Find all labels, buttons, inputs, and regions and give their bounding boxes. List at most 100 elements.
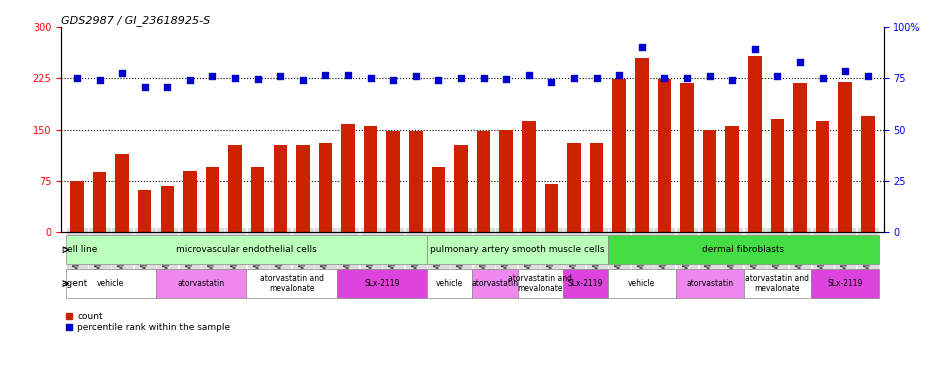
Bar (431, 167, 446, 232)
Bar (563, 269, 608, 298)
Bar (608, 235, 879, 265)
Bar (251, 167, 264, 232)
Bar (364, 126, 378, 232)
Point (770, 73, 785, 79)
Text: vehicle: vehicle (436, 279, 463, 288)
Point (453, 74, 468, 81)
Point (385, 77, 400, 83)
Text: pulmonary artery smooth muscle cells: pulmonary artery smooth muscle cells (431, 245, 604, 254)
Bar (337, 269, 427, 298)
Text: atorvastatin and
mevalonate: atorvastatin and mevalonate (259, 274, 323, 293)
Point (115, 70, 130, 76)
Text: SLx-2119: SLx-2119 (568, 279, 603, 288)
Bar (811, 269, 879, 298)
Point (318, 72, 333, 78)
Bar (386, 131, 400, 232)
Point (295, 77, 310, 83)
Bar (274, 145, 287, 232)
Text: atorvastatin: atorvastatin (471, 279, 519, 288)
Text: atorvastatin and
mevalonate: atorvastatin and mevalonate (509, 274, 572, 293)
Bar (613, 79, 626, 232)
Point (522, 72, 537, 78)
Text: SLx-2119: SLx-2119 (365, 279, 400, 288)
Bar (206, 167, 219, 232)
Bar (427, 269, 472, 298)
Bar (427, 235, 608, 265)
Text: GDS2987 / GI_23618925-S: GDS2987 / GI_23618925-S (61, 15, 211, 26)
Point (160, 84, 175, 90)
Text: vehicle: vehicle (97, 279, 124, 288)
Bar (567, 143, 581, 232)
Bar (703, 129, 716, 232)
Point (70, 75, 85, 81)
Point (567, 74, 582, 81)
Bar (161, 186, 174, 232)
Bar (518, 269, 563, 298)
Text: atorvastatin and
mevalonate: atorvastatin and mevalonate (745, 274, 809, 293)
Bar (676, 269, 744, 298)
Point (589, 74, 604, 81)
Bar (608, 269, 676, 298)
Point (612, 72, 627, 78)
Point (363, 74, 378, 81)
Point (205, 73, 220, 79)
Point (499, 76, 514, 82)
Bar (522, 121, 536, 232)
Point (408, 73, 423, 79)
Bar (544, 184, 558, 232)
Bar (228, 145, 242, 232)
Point (657, 74, 672, 81)
Bar (838, 82, 852, 232)
Bar (341, 124, 354, 232)
Point (702, 73, 717, 79)
Bar (319, 143, 332, 232)
Legend: count, percentile rank within the sample: count, percentile rank within the sample (66, 312, 230, 332)
Bar (771, 119, 784, 232)
Bar (296, 145, 309, 232)
Bar (93, 172, 106, 232)
Point (838, 68, 853, 74)
Bar (635, 58, 649, 232)
Point (747, 46, 762, 52)
Bar (66, 235, 427, 265)
Bar (70, 181, 84, 232)
Text: dermal fibroblasts: dermal fibroblasts (702, 245, 785, 254)
Bar (748, 56, 761, 232)
Point (860, 73, 875, 79)
Bar (861, 116, 874, 232)
Point (250, 76, 265, 82)
Bar (409, 131, 423, 232)
Point (544, 79, 559, 85)
Bar (658, 79, 671, 232)
Bar (66, 269, 156, 298)
Text: SLx-2119: SLx-2119 (827, 279, 863, 288)
Text: atorvastatin: atorvastatin (178, 279, 225, 288)
Point (182, 77, 197, 83)
Bar (793, 83, 807, 232)
Bar (589, 143, 603, 232)
Point (792, 60, 807, 66)
Bar (183, 170, 196, 232)
Bar (744, 269, 811, 298)
Point (477, 74, 492, 81)
Bar (499, 129, 513, 232)
Bar (726, 126, 739, 232)
Bar (138, 190, 151, 232)
Bar (681, 83, 694, 232)
Text: atorvastatin: atorvastatin (686, 279, 733, 288)
Point (725, 77, 740, 83)
Bar (472, 269, 518, 298)
Bar (246, 269, 337, 298)
Text: agent: agent (61, 279, 87, 288)
Text: microvascular endothelial cells: microvascular endothelial cells (176, 245, 317, 254)
Text: cell line: cell line (61, 245, 97, 254)
Bar (156, 269, 246, 298)
Text: vehicle: vehicle (628, 279, 655, 288)
Bar (816, 121, 829, 232)
Bar (477, 131, 491, 232)
Point (227, 74, 243, 81)
Point (634, 44, 650, 50)
Point (815, 74, 830, 81)
Point (92, 77, 107, 83)
Point (273, 73, 288, 79)
